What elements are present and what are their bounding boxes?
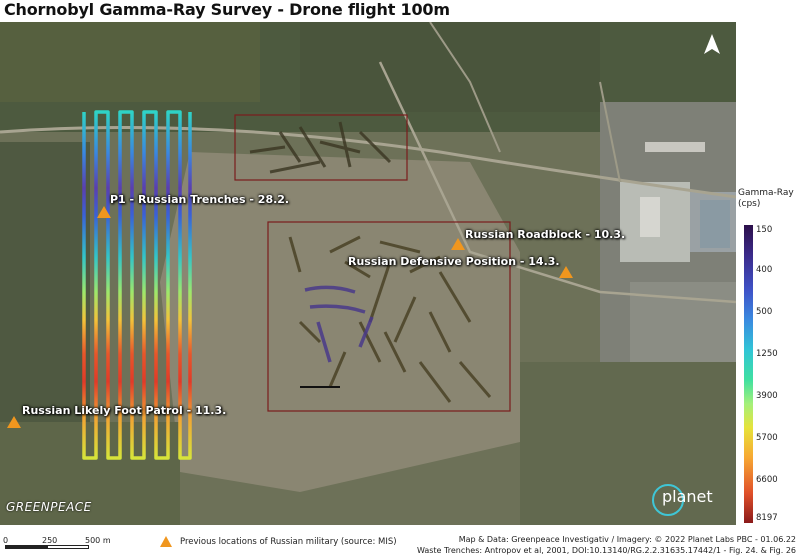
map-view[interactable]: [0, 22, 736, 525]
scale-label-250: 250: [42, 536, 58, 545]
credit-imagery: Map & Data: Greenpeace Investigativ / Im…: [458, 535, 796, 544]
label-p1-russian-trenches: P1 - Russian Trenches - 28.2.: [110, 193, 290, 206]
label-russian-foot-patrol: Russian Likely Foot Patrol - 11.3.: [22, 404, 227, 417]
legend-tick: 6600: [756, 475, 778, 485]
north-arrow-icon: [704, 34, 720, 54]
legend-tick: 5700: [756, 433, 778, 443]
legend-tick: 3900: [756, 391, 778, 401]
label-russian-roadblock: Russian Roadblock - 10.3.: [465, 228, 626, 241]
marker-legend-text: Previous locations of Russian military (…: [180, 537, 397, 547]
legend-title: Gamma-Ray: [738, 188, 794, 198]
scale-bar-segment: [5, 545, 47, 549]
satellite-imagery: [0, 22, 736, 525]
military-marker-roadblock-icon[interactable]: [451, 238, 465, 250]
legend-tick: 1250: [756, 349, 778, 359]
military-marker-legend-icon: [160, 536, 172, 547]
legend-tick: 150: [756, 225, 773, 235]
scale-label-500: 500 m: [85, 536, 111, 545]
legend-tick: 8197: [756, 513, 778, 523]
scale-label-0: 0: [3, 536, 9, 545]
planet-logo-text: planet: [662, 487, 713, 506]
credit-trenches: Waste Trenches: Antropov et al, 2001, DO…: [416, 546, 796, 555]
label-russian-defensive-position: Russian Defensive Position - 14.3.: [348, 255, 560, 268]
legend-unit: (cps): [738, 199, 761, 209]
gamma-ray-legend: Gamma-Ray (cps): [738, 188, 800, 210]
military-marker-p1-icon[interactable]: [97, 206, 111, 218]
scale-bar-segment: [47, 545, 89, 549]
legend-tick: 500: [756, 307, 773, 317]
military-marker-patrol-icon[interactable]: [7, 416, 21, 428]
credits: Map & Data: Greenpeace Investigativ / Im…: [417, 534, 796, 556]
map-title: Chornobyl Gamma-Ray Survey - Drone fligh…: [4, 0, 450, 19]
legend-tick: 400: [756, 265, 773, 275]
greenpeace-logo: GREENPEACE: [6, 500, 92, 514]
gamma-ray-colorbar: [744, 225, 753, 523]
planet-logo-icon: [652, 484, 684, 516]
military-marker-defensive-icon[interactable]: [559, 266, 573, 278]
